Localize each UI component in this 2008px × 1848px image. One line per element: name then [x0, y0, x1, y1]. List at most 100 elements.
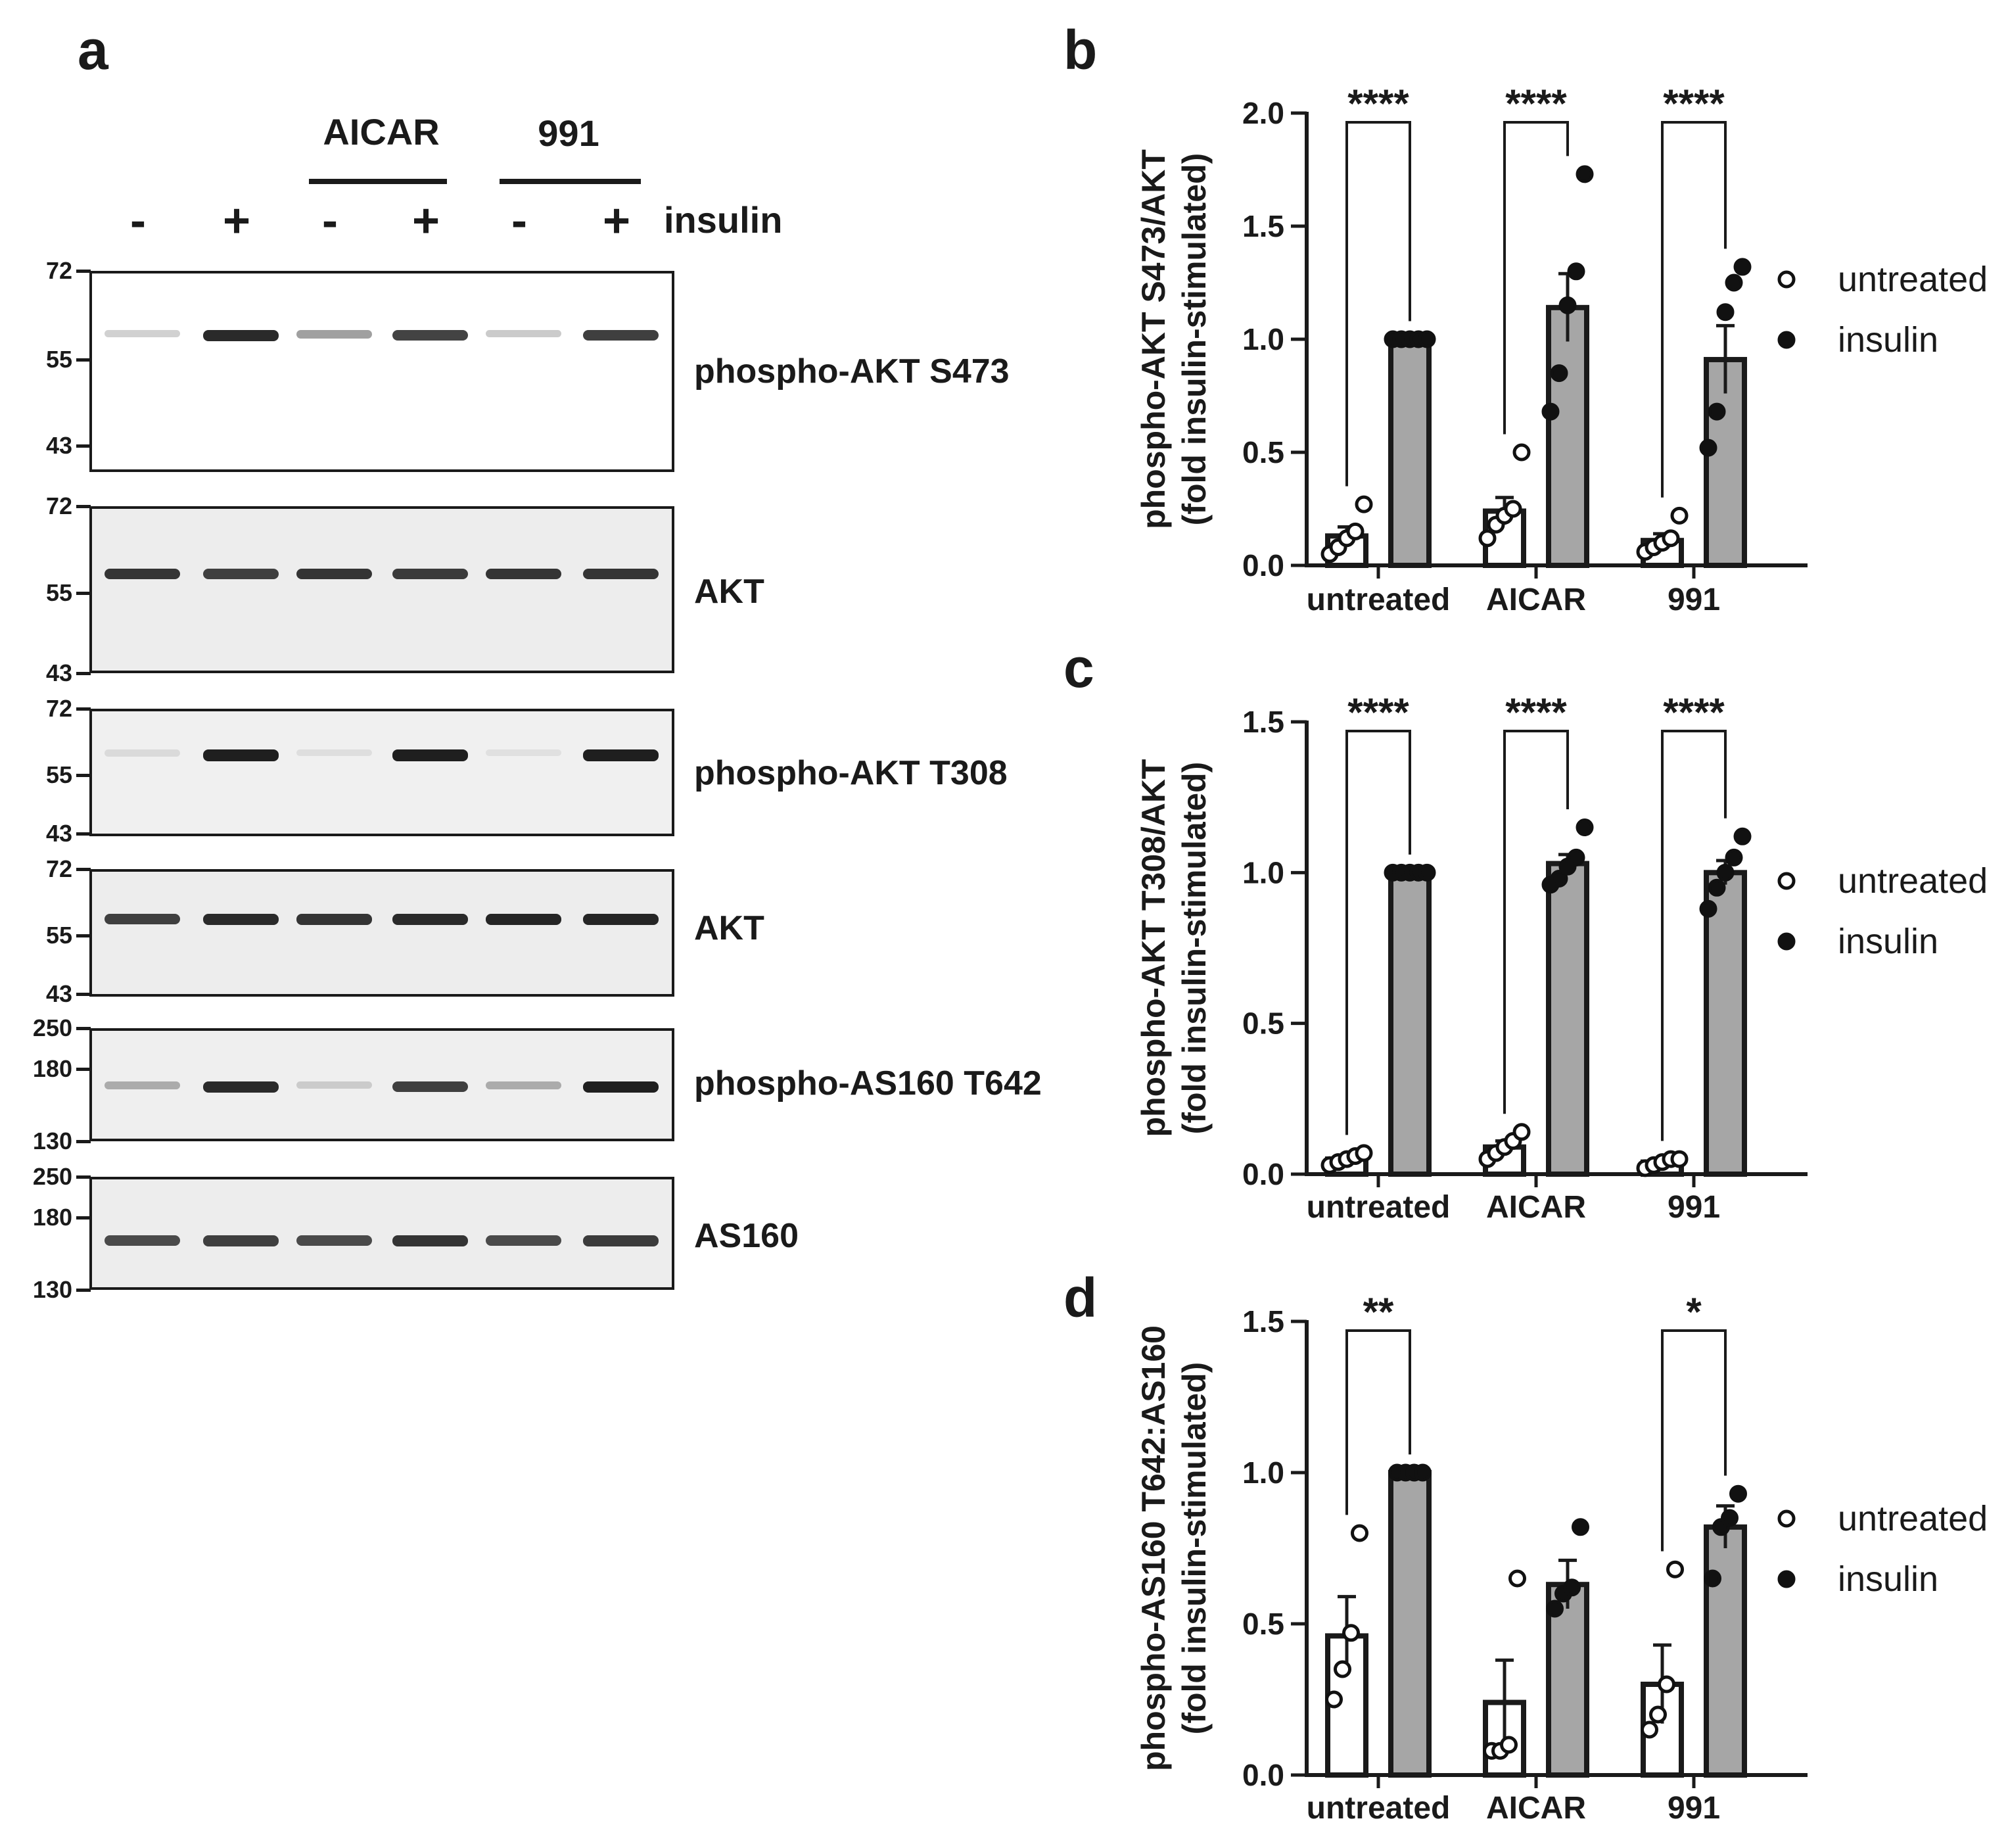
lane-sign: + [411, 195, 440, 247]
data-point [1346, 522, 1365, 540]
blot-band [392, 1081, 468, 1092]
lane-sign: - [130, 195, 146, 247]
x-tick-label: untreated [1307, 1190, 1451, 1225]
significance-bracket [1661, 730, 1727, 1141]
x-tick-label: untreated [1307, 1791, 1451, 1826]
panel-a-letter: a [78, 19, 108, 81]
blot-band [486, 913, 561, 926]
blot-band [486, 749, 561, 757]
x-tick-label: 991 [1668, 1190, 1720, 1225]
data-point [1670, 506, 1689, 525]
data-point [1334, 1660, 1351, 1678]
data-point [1716, 863, 1735, 882]
y-tick-label: 1.0 [1242, 322, 1284, 356]
lane-sign: - [511, 195, 527, 247]
blot-band [105, 1081, 180, 1089]
mw-marker-label: 72 [45, 695, 72, 722]
mw-marker-tick [76, 1027, 91, 1030]
bar [1325, 1633, 1368, 1778]
y-axis-label: phospho-AKT T308/AKT [1135, 759, 1172, 1137]
data-point [1414, 1463, 1432, 1482]
y-tick-label: 0.5 [1242, 435, 1284, 469]
x-tick-label: AICAR [1486, 1190, 1586, 1225]
data-point [1512, 1123, 1531, 1141]
bar [1388, 337, 1432, 568]
mw-marker-tick [76, 1216, 91, 1220]
data-point [1550, 364, 1568, 383]
data-point [1418, 863, 1436, 882]
mw-marker-label: 55 [45, 761, 72, 788]
bar [1546, 304, 1589, 568]
mw-marker-label: 180 [32, 1054, 72, 1082]
mw-marker-tick [76, 1175, 91, 1179]
significance-stars: **** [1347, 690, 1409, 734]
data-point [1512, 443, 1531, 462]
blot-band [486, 568, 561, 580]
significance-stars: **** [1347, 82, 1409, 126]
mw-marker-label: 250 [32, 1163, 72, 1190]
bar [1704, 356, 1747, 569]
blot-band [203, 329, 279, 341]
mw-marker-label: 130 [32, 1276, 72, 1303]
x-tick-label: 991 [1668, 582, 1720, 617]
legend-label: untreated [1838, 861, 1988, 901]
data-point [1649, 1705, 1667, 1724]
legend-marker [1777, 872, 1796, 890]
data-point [1576, 818, 1594, 837]
significance-bracket [1661, 1329, 1727, 1552]
mw-marker-tick [76, 832, 91, 836]
mw-marker-tick [76, 358, 91, 362]
blot-band [105, 1235, 180, 1246]
blot-strip [89, 709, 674, 836]
panel-c-letter: c [1063, 637, 1094, 699]
blot-band [105, 568, 180, 580]
data-point [1733, 258, 1752, 276]
mw-marker-tick [76, 707, 91, 711]
blot-strip [89, 869, 674, 997]
blot-band [583, 568, 659, 580]
y-tick-label: 0.0 [1242, 1157, 1284, 1191]
y-tick-label: 1.0 [1242, 855, 1284, 889]
treatment-bar-aicar [309, 179, 447, 184]
mw-marker-label: 55 [45, 345, 72, 373]
blot-band [392, 568, 468, 580]
bar [1704, 870, 1747, 1177]
data-point [1546, 1599, 1564, 1618]
mw-marker-label: 180 [32, 1203, 72, 1231]
mw-marker-tick [76, 444, 91, 448]
y-tick-label: 1.5 [1242, 705, 1284, 739]
significance-bracket [1503, 730, 1569, 1114]
legend-marker [1777, 270, 1796, 289]
legend-label: insulin [1838, 320, 1938, 360]
blot-strip [89, 271, 674, 472]
data-point [1550, 870, 1568, 888]
mw-marker-label: 43 [45, 659, 72, 686]
significance-bracket [1345, 1329, 1411, 1515]
data-point [1558, 296, 1577, 314]
blot-band [486, 329, 561, 337]
y-axis-label: phospho-AS160 T642:AS160 [1135, 1325, 1172, 1771]
blot-band [583, 913, 659, 926]
y-tick-label: 0.0 [1242, 1758, 1284, 1792]
data-point [1504, 500, 1522, 518]
significance-bracket [1345, 730, 1411, 1135]
blot-band [392, 749, 468, 761]
data-point [1725, 273, 1743, 292]
data-point [1355, 1144, 1373, 1162]
blot-band [583, 329, 659, 341]
blot-label: AS160 [694, 1217, 799, 1255]
y-tick-label: 1.0 [1242, 1456, 1284, 1490]
mw-marker-tick [76, 505, 91, 508]
x-tick-label: AICAR [1486, 582, 1586, 617]
data-point [1704, 1569, 1721, 1588]
legend-marker [1777, 1570, 1796, 1588]
treatment-label-991: 991 [538, 112, 599, 154]
blot-band [583, 1081, 659, 1093]
data-point [1418, 330, 1436, 348]
blot-strip [89, 506, 674, 673]
x-tick-label: 991 [1668, 1791, 1720, 1826]
legend-label: untreated [1838, 1499, 1988, 1538]
y-tick-label: 1.5 [1242, 209, 1284, 243]
insulin-label: insulin [664, 199, 783, 241]
significance-stars: ** [1363, 1290, 1394, 1334]
